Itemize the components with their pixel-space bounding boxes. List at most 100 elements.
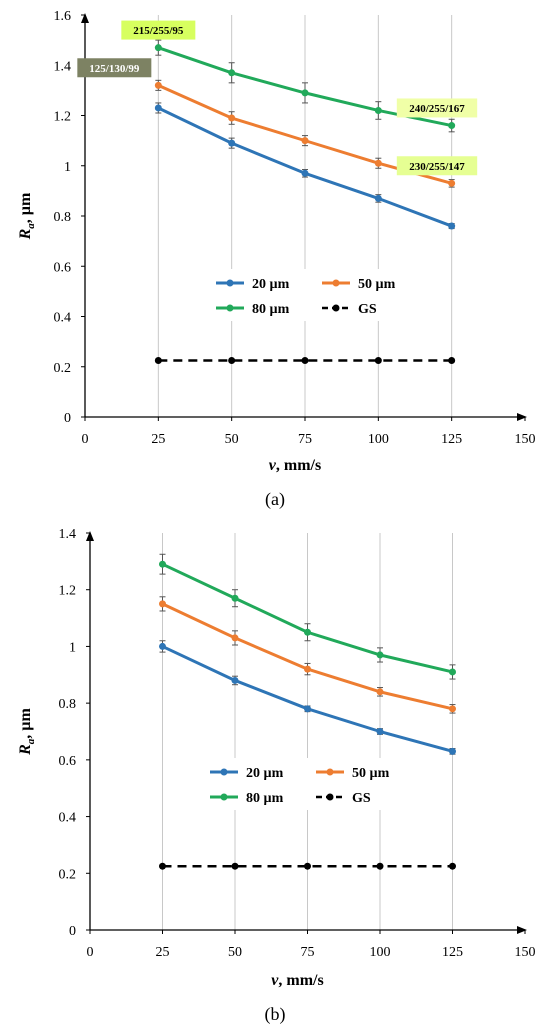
y-tick-label: 1.6 — [54, 9, 72, 24]
data-point-50um — [376, 688, 384, 696]
series-GS — [159, 862, 456, 870]
legend-marker-50um — [326, 768, 334, 776]
x-axis-label-unit: , mm/s — [276, 457, 321, 474]
series-GS — [154, 356, 456, 364]
legend-label: GS — [358, 302, 377, 317]
y-axis-label-sub: a — [25, 738, 37, 744]
x-tick-label: 0 — [87, 945, 94, 960]
annotation-text: 240/255/167 — [409, 103, 465, 115]
x-tick-label: 100 — [370, 945, 391, 960]
data-point-50um — [374, 159, 382, 167]
y-axis-label-var: R — [17, 744, 34, 756]
data-point-20um — [228, 139, 236, 147]
annotation-text: 215/255/95 — [133, 25, 184, 37]
data-point-20um — [449, 747, 456, 755]
legend-label: 50 µm — [358, 277, 396, 292]
x-axis-label-var: v — [271, 972, 279, 989]
data-point-20um — [376, 728, 384, 735]
data-point-80um — [301, 89, 309, 97]
series-20um — [159, 640, 456, 755]
data-point-50um — [159, 600, 166, 608]
data-point-GS — [231, 862, 239, 870]
x-tick-label: 125 — [441, 432, 462, 447]
data-point-20um — [304, 705, 311, 713]
annotation-label: 230/255/147 — [396, 156, 478, 176]
legend-box — [208, 269, 413, 321]
y-tick-label: 0.4 — [59, 811, 77, 826]
data-point-80um — [228, 69, 236, 77]
y-tick-label: 0.4 — [54, 311, 72, 326]
x-tick-label: 25 — [151, 432, 165, 447]
data-point-80um — [231, 594, 239, 602]
y-tick-label: 1.2 — [54, 110, 72, 125]
annotation-label: 240/255/167 — [396, 98, 478, 118]
annotation-text: 230/255/147 — [409, 161, 465, 173]
data-point-GS — [154, 356, 162, 364]
x-tick-label: 75 — [298, 432, 312, 447]
x-tick-label: 100 — [368, 432, 389, 447]
y-axis-label: Ra, µm — [17, 707, 37, 755]
x-axis-arrow — [517, 413, 527, 421]
annotation-bg — [396, 156, 478, 176]
y-tick-label: 1.4 — [59, 527, 77, 542]
chart-b: 0 25 50 75 100 125 150 0 0.2 0.4 0.6 0.8 1 1.2 1.4 v, m… — [17, 527, 536, 1025]
x-axis-label-unit: , mm/s — [278, 972, 323, 989]
x-axis-arrow — [517, 926, 527, 934]
legend-marker-80um — [226, 304, 234, 312]
series-50um — [159, 596, 456, 714]
data-point-GS — [159, 862, 166, 870]
data-point-GS — [374, 356, 382, 364]
x-tick-label: 125 — [442, 945, 463, 960]
legend-label: GS — [352, 791, 371, 806]
legend-marker-GS — [326, 793, 334, 801]
y-tick-label: 1.4 — [54, 59, 72, 74]
data-point-50um — [231, 634, 239, 642]
legend: 20 µm 50 µm 80 µm GS — [208, 269, 413, 321]
data-point-50um — [304, 665, 311, 673]
x-axis-label: v, mm/s — [269, 457, 321, 474]
series-80um — [159, 553, 456, 680]
y-tick-label: 0 — [69, 924, 76, 939]
legend-label: 20 µm — [252, 277, 290, 292]
annotation-bg — [121, 20, 196, 40]
data-point-80um — [376, 651, 384, 659]
figure-caption: (b) — [265, 1004, 286, 1025]
annotation-label: 125/130/99 — [77, 58, 152, 78]
x-tick-label: 50 — [228, 945, 242, 960]
legend-label: 20 µm — [246, 766, 284, 781]
y-tick-label: 0.8 — [54, 210, 72, 225]
legend-label: 50 µm — [352, 766, 390, 781]
x-tick-label: 50 — [225, 432, 239, 447]
x-axis-label: v, mm/s — [271, 972, 323, 989]
data-point-20um — [301, 169, 309, 177]
x-tick-label: 25 — [156, 945, 170, 960]
y-tick-label: 0.2 — [59, 867, 77, 882]
legend-box — [202, 758, 407, 810]
y-tick-label: 0 — [64, 411, 71, 426]
y-tick-label: 0.6 — [54, 260, 72, 275]
y-tick-label: 1 — [69, 640, 76, 655]
annotation-text: 125/130/99 — [89, 63, 140, 75]
y-tick-label: 0.2 — [54, 361, 72, 376]
data-point-20um — [159, 642, 166, 650]
y-axis-label-sub: a — [25, 223, 37, 229]
y-axis-label-var: R — [17, 228, 34, 240]
y-tick-label: 1 — [64, 160, 71, 175]
y-axis-label-unit: , µm — [17, 192, 34, 223]
data-point-80um — [159, 560, 166, 568]
data-point-50um — [301, 137, 309, 145]
annotation-bg — [396, 98, 478, 118]
data-point-GS — [376, 862, 384, 870]
legend-label: 80 µm — [246, 791, 284, 806]
data-point-50um — [228, 114, 236, 122]
legend-marker-GS — [332, 304, 340, 312]
data-point-50um — [154, 81, 162, 89]
legend-label: 80 µm — [252, 302, 290, 317]
figure-caption: (a) — [265, 489, 285, 510]
legend: 20 µm 50 µm 80 µm GS — [202, 758, 407, 810]
data-point-GS — [228, 356, 236, 364]
data-point-20um — [374, 194, 382, 202]
annotation-label: 215/255/95 — [121, 20, 196, 40]
y-tick-label: 0.8 — [59, 697, 77, 712]
